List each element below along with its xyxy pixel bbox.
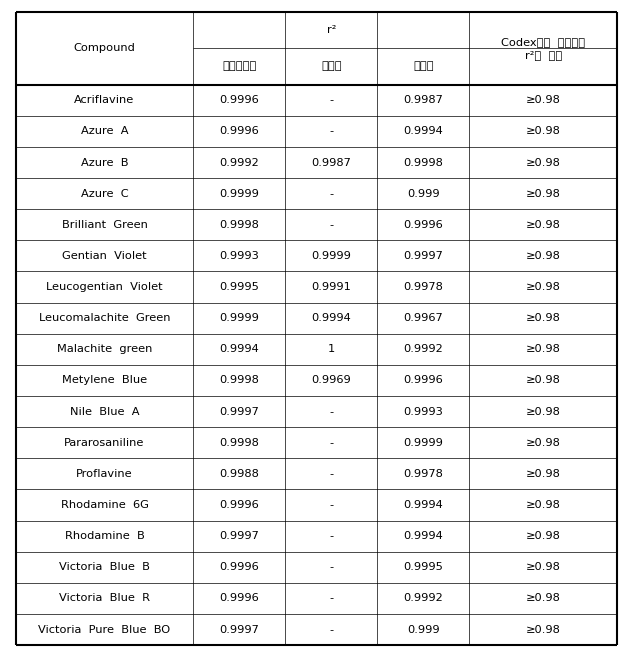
Text: 0.9998: 0.9998 xyxy=(219,220,259,230)
Text: 0.9996: 0.9996 xyxy=(220,593,259,604)
Text: -: - xyxy=(329,593,334,604)
Text: ≥0.98: ≥0.98 xyxy=(526,625,561,635)
Text: 0.9999: 0.9999 xyxy=(219,313,259,323)
Text: 0.9998: 0.9998 xyxy=(403,158,443,168)
Text: Codex에서  요구하는
r²의  범위: Codex에서 요구하는 r²의 범위 xyxy=(501,37,586,60)
Text: ≥0.98: ≥0.98 xyxy=(526,562,561,572)
Text: 0.9997: 0.9997 xyxy=(403,251,443,261)
Text: 0.9998: 0.9998 xyxy=(219,376,259,386)
Text: 0.9996: 0.9996 xyxy=(220,562,259,572)
Text: 0.9995: 0.9995 xyxy=(403,562,443,572)
Text: 0.9997: 0.9997 xyxy=(219,625,259,635)
Text: ≥0.98: ≥0.98 xyxy=(526,158,561,168)
Text: Pararosaniline: Pararosaniline xyxy=(65,438,145,448)
Text: 0.9988: 0.9988 xyxy=(219,469,259,479)
Text: -: - xyxy=(329,220,334,230)
Text: 0.9978: 0.9978 xyxy=(403,282,443,292)
Text: ≥0.98: ≥0.98 xyxy=(526,593,561,604)
Text: ≥0.98: ≥0.98 xyxy=(526,376,561,386)
Text: 0.9987: 0.9987 xyxy=(403,95,443,105)
Text: 0.9993: 0.9993 xyxy=(403,407,443,417)
Text: Gentian  Violet: Gentian Violet xyxy=(62,251,147,261)
Text: ≥0.98: ≥0.98 xyxy=(526,282,561,292)
Text: 0.9998: 0.9998 xyxy=(219,438,259,448)
Text: 0.9969: 0.9969 xyxy=(311,376,351,386)
Text: 0.9997: 0.9997 xyxy=(219,407,259,417)
Text: 0.9996: 0.9996 xyxy=(403,220,443,230)
Text: Leucogentian  Violet: Leucogentian Violet xyxy=(46,282,163,292)
Text: Victoria  Blue  B: Victoria Blue B xyxy=(59,562,150,572)
Text: 잔류물질과: 잔류물질과 xyxy=(222,62,256,72)
Text: 0.9993: 0.9993 xyxy=(219,251,259,261)
Text: 0.9996: 0.9996 xyxy=(220,500,259,510)
Text: Azure  A: Azure A xyxy=(81,126,128,137)
Text: Rhodamine  6G: Rhodamine 6G xyxy=(61,500,149,510)
Text: 0.9987: 0.9987 xyxy=(311,158,351,168)
Text: 0.9994: 0.9994 xyxy=(220,344,259,354)
Text: Azure  B: Azure B xyxy=(81,158,128,168)
Text: -: - xyxy=(329,126,334,137)
Text: Leucomalachite  Green: Leucomalachite Green xyxy=(39,313,170,323)
Text: 0.9996: 0.9996 xyxy=(220,95,259,105)
Text: Compound: Compound xyxy=(73,43,135,53)
Text: 0.9996: 0.9996 xyxy=(220,126,259,137)
Text: ≥0.98: ≥0.98 xyxy=(526,500,561,510)
Text: ≥0.98: ≥0.98 xyxy=(526,407,561,417)
Text: 0.9967: 0.9967 xyxy=(403,313,443,323)
Text: Nile  Blue  A: Nile Blue A xyxy=(70,407,139,417)
Text: 경인청: 경인청 xyxy=(321,62,342,72)
Text: -: - xyxy=(329,625,334,635)
Text: ≥0.98: ≥0.98 xyxy=(526,126,561,137)
Text: 0.9992: 0.9992 xyxy=(220,158,259,168)
Text: r²: r² xyxy=(327,25,336,35)
Text: Acriflavine: Acriflavine xyxy=(75,95,135,105)
Text: 0.9994: 0.9994 xyxy=(403,532,443,541)
Text: 0.9991: 0.9991 xyxy=(311,282,351,292)
Text: ≥0.98: ≥0.98 xyxy=(526,189,561,198)
Text: ≥0.98: ≥0.98 xyxy=(526,469,561,479)
Text: ≥0.98: ≥0.98 xyxy=(526,220,561,230)
Text: 0.999: 0.999 xyxy=(407,189,439,198)
Text: 0.9994: 0.9994 xyxy=(403,500,443,510)
Text: -: - xyxy=(329,562,334,572)
Text: 0.9992: 0.9992 xyxy=(403,344,443,354)
Text: 0.999: 0.999 xyxy=(407,625,439,635)
Text: Rhodamine  B: Rhodamine B xyxy=(65,532,144,541)
Text: 1: 1 xyxy=(328,344,335,354)
Text: 0.9999: 0.9999 xyxy=(219,189,259,198)
Text: ≥0.98: ≥0.98 xyxy=(526,313,561,323)
Text: 0.9992: 0.9992 xyxy=(403,593,443,604)
Text: 0.9995: 0.9995 xyxy=(219,282,259,292)
Text: -: - xyxy=(329,438,334,448)
Text: ≥0.98: ≥0.98 xyxy=(526,251,561,261)
Text: 0.9996: 0.9996 xyxy=(403,376,443,386)
Text: Victoria  Blue  R: Victoria Blue R xyxy=(59,593,150,604)
Text: ≥0.98: ≥0.98 xyxy=(526,438,561,448)
Text: -: - xyxy=(329,95,334,105)
Text: -: - xyxy=(329,469,334,479)
Text: Malachite  green: Malachite green xyxy=(57,344,152,354)
Text: -: - xyxy=(329,532,334,541)
Text: 0.9994: 0.9994 xyxy=(311,313,351,323)
Text: -: - xyxy=(329,500,334,510)
Text: Metylene  Blue: Metylene Blue xyxy=(62,376,147,386)
Text: ≥0.98: ≥0.98 xyxy=(526,95,561,105)
Text: Brilliant  Green: Brilliant Green xyxy=(61,220,147,230)
Text: -: - xyxy=(329,189,334,198)
Text: 0.9978: 0.9978 xyxy=(403,469,443,479)
Text: Proflavine: Proflavine xyxy=(76,469,133,479)
Text: ≥0.98: ≥0.98 xyxy=(526,532,561,541)
Text: Victoria  Pure  Blue  BO: Victoria Pure Blue BO xyxy=(39,625,170,635)
Text: -: - xyxy=(329,407,334,417)
Text: 0.9999: 0.9999 xyxy=(311,251,351,261)
Text: ≥0.98: ≥0.98 xyxy=(526,344,561,354)
Text: 부산청: 부산청 xyxy=(413,62,434,72)
Text: 0.9997: 0.9997 xyxy=(219,532,259,541)
Text: 0.9994: 0.9994 xyxy=(403,126,443,137)
Text: 0.9999: 0.9999 xyxy=(403,438,443,448)
Text: Azure  C: Azure C xyxy=(81,189,128,198)
